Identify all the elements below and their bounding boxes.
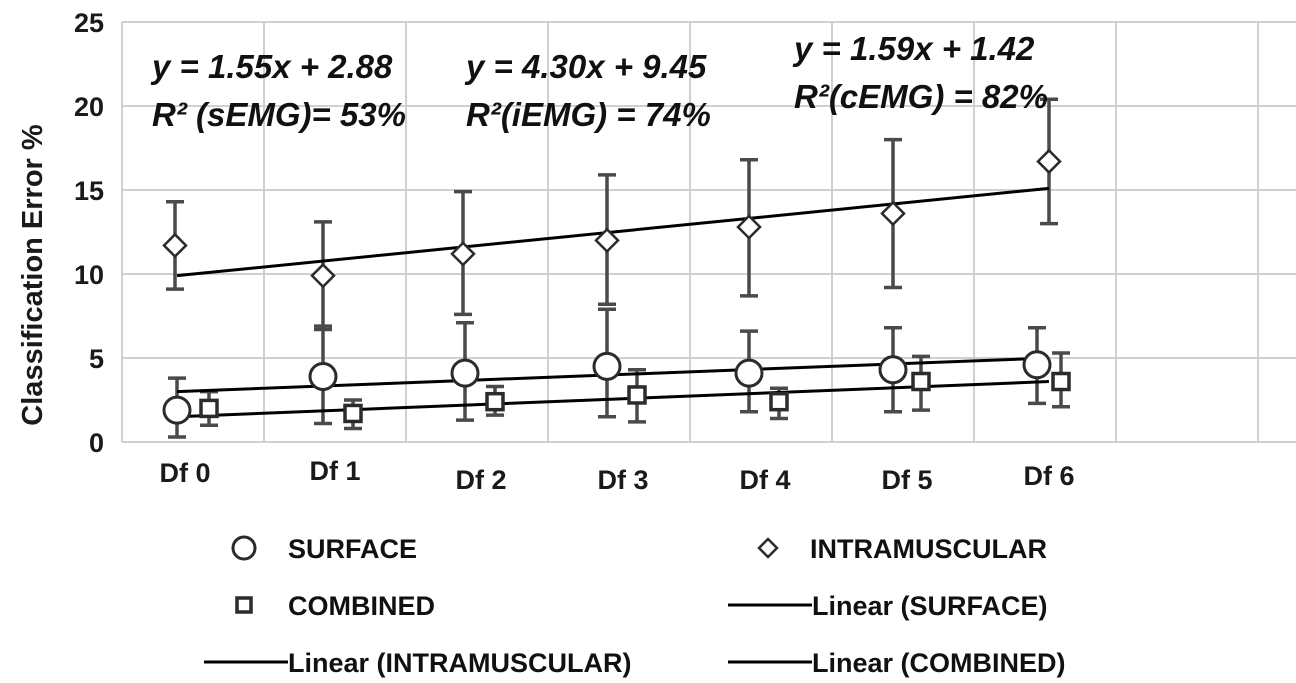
legend-square-symbol — [235, 596, 253, 614]
legend-label: COMBINED — [288, 591, 435, 621]
legend-label: Linear (SURFACE) — [812, 591, 1048, 621]
data-point-combined — [627, 385, 647, 405]
data-point-combined — [199, 398, 219, 419]
legend-label: SURFACE — [288, 534, 417, 564]
legend-diamond-symbol — [757, 537, 779, 559]
legend: SURFACE INTRAMUSCULAR COMBINED Linear (SURF… — [204, 534, 1066, 678]
x-tick-label: Df 4 — [739, 465, 790, 495]
data-point-intramuscular — [162, 232, 188, 259]
data-point-intramuscular — [450, 241, 476, 267]
data-point-surface — [162, 395, 192, 425]
data-point-combined — [485, 391, 505, 412]
legend-circle-symbol — [231, 535, 257, 561]
y-tick-label: 25 — [74, 8, 104, 38]
equation-line: y = 1.55x + 2.88 — [150, 48, 393, 85]
x-tick-label: Df 6 — [1023, 461, 1074, 491]
data-point-intramuscular — [594, 227, 620, 254]
r-squared-line: R²(cEMG) = 82% — [794, 78, 1048, 115]
data-markers — [162, 148, 1071, 425]
equation-line: y = 4.30x + 9.45 — [464, 48, 707, 85]
grid — [121, 21, 1296, 443]
data-point-surface — [450, 358, 480, 388]
y-tick-label: 0 — [89, 428, 104, 458]
data-point-combined — [911, 371, 931, 392]
equation-line: y = 1.59x + 1.42 — [792, 30, 1035, 67]
x-tick-label: Df 5 — [881, 465, 932, 495]
y-axis-ticks: 0 5 10 15 20 25 — [74, 8, 104, 458]
y-tick-label: 5 — [89, 344, 104, 374]
data-point-combined — [1051, 371, 1071, 392]
data-point-combined — [769, 391, 789, 412]
legend-label: Linear (INTRAMUSCULAR) — [288, 648, 632, 678]
data-point-intramuscular — [1036, 148, 1062, 175]
equation-annotations: y = 1.55x + 2.88 R² (sEMG)= 53% y = 4.30x … — [150, 30, 1048, 133]
x-tick-label: Df 3 — [597, 465, 648, 495]
data-point-surface — [878, 355, 908, 385]
y-tick-label: 20 — [74, 92, 104, 122]
x-axis-ticks: Df 0 Df 1 Df 2 Df 3 Df 4 Df 5 Df 6 — [159, 456, 1074, 495]
data-point-surface — [734, 358, 764, 388]
y-tick-label: 10 — [74, 260, 104, 290]
x-tick-label: Df 0 — [159, 458, 210, 488]
data-point-combined — [343, 403, 363, 424]
r-squared-line: R² (sEMG)= 53% — [152, 96, 406, 133]
y-axis-label: Classification Error % — [17, 124, 49, 426]
data-point-surface — [592, 351, 622, 381]
trendline — [176, 186, 1050, 278]
data-point-intramuscular — [310, 262, 336, 289]
x-tick-label: Df 1 — [309, 456, 360, 486]
data-point-intramuscular — [736, 214, 762, 240]
data-point-surface — [1022, 350, 1052, 380]
legend-label: INTRAMUSCULAR — [810, 534, 1047, 564]
data-point-surface — [308, 361, 338, 391]
x-tick-label: Df 2 — [455, 465, 506, 495]
r-squared-line: R²(iEMG) = 74% — [466, 96, 711, 133]
data-point-intramuscular — [880, 200, 906, 227]
trendline — [176, 380, 1050, 419]
legend-label: Linear (COMBINED) — [812, 648, 1066, 678]
y-tick-label: 15 — [74, 176, 104, 206]
